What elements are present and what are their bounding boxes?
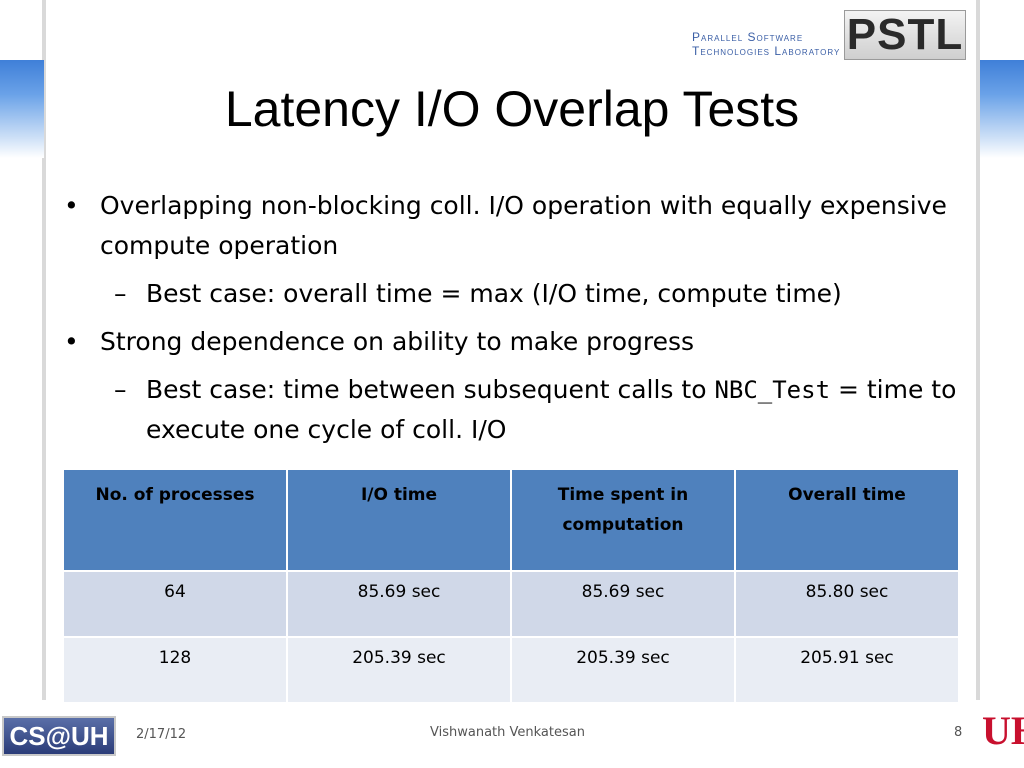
uh-logo: UH — [982, 708, 1024, 753]
dash-marker: – — [114, 375, 127, 404]
left-blue-band — [0, 60, 44, 158]
cell-io-time: 205.39 sec — [286, 636, 512, 704]
cell-processes: 128 — [62, 636, 288, 704]
footer-page-number: 8 — [954, 725, 963, 740]
cell-io-time: 85.69 sec — [286, 570, 512, 638]
cell-processes: 64 — [62, 570, 288, 638]
cell-computation: 205.39 sec — [510, 636, 736, 704]
lab-name-line2: Technologies Laboratory — [692, 44, 841, 58]
header-processes: No. of processes — [62, 468, 288, 572]
code-nbc-test: NBC_Test — [714, 376, 831, 404]
slide-title: Latency I/O Overlap Tests — [224, 81, 800, 137]
sub-bullet-1-text: Best case: overall time = max (I/O time,… — [146, 279, 842, 308]
table-row: 64 85.69 sec 85.69 sec 85.80 sec — [62, 570, 960, 638]
cell-overall: 205.91 sec — [734, 636, 960, 704]
footer-date: 2/17/12 — [136, 727, 187, 742]
header-computation: Time spent in computation — [510, 468, 736, 572]
sub-bullet-1: – Best case: overall time = max (I/O time… — [60, 274, 960, 314]
footer-author: Vishwanath Venkatesan — [430, 725, 585, 740]
cell-computation: 85.69 sec — [510, 570, 736, 638]
sub-bullet-2: – Best case: time between subsequent call… — [60, 370, 960, 450]
right-blue-band — [980, 60, 1024, 158]
cs-uh-logo: CS@UH — [2, 716, 116, 756]
lab-name: Parallel Software Technologies Laborator… — [692, 30, 840, 58]
dash-marker: – — [114, 279, 127, 308]
pstl-logo: PSTL — [844, 10, 966, 60]
right-border-line — [976, 0, 980, 700]
results-table: No. of processes I/O time Time spent in … — [62, 468, 960, 704]
bullet-list: Overlapping non-blocking coll. I/O opera… — [60, 186, 960, 458]
cell-overall: 85.80 sec — [734, 570, 960, 638]
bullet-1: Overlapping non-blocking coll. I/O opera… — [60, 186, 960, 266]
table-header-row: No. of processes I/O time Time spent in … — [62, 468, 960, 572]
header-io-time: I/O time — [286, 468, 512, 572]
left-border-line — [42, 0, 46, 700]
sub-bullet-2-text-after: = time to execute one cycle of coll. I/O — [146, 375, 957, 444]
header-overall: Overall time — [734, 468, 960, 572]
sub-bullet-2-text-before: Best case: time between subsequent calls… — [146, 375, 715, 404]
table-row: 128 205.39 sec 205.39 sec 205.91 sec — [62, 636, 960, 704]
bullet-2: Strong dependence on ability to make pro… — [60, 322, 960, 362]
lab-name-line1: Parallel Software — [692, 30, 804, 44]
